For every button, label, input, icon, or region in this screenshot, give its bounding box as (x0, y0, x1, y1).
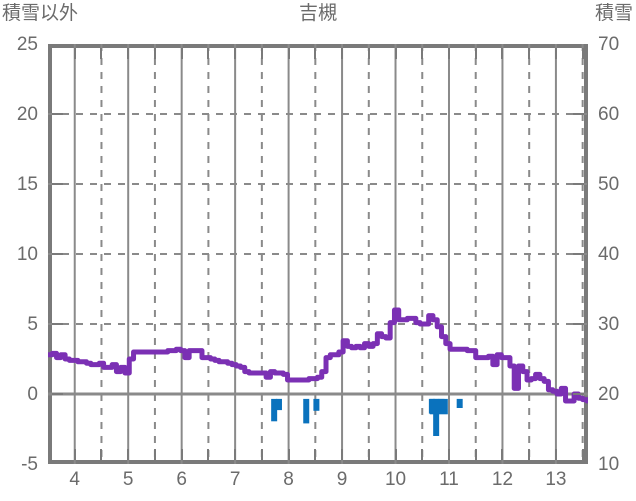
x-tick-mark-top (180, 48, 183, 59)
x-axis-tick: 7 (229, 469, 241, 490)
x-axis-tick: 5 (122, 469, 134, 490)
x-tick-mark-bottom (554, 449, 557, 460)
x-tick-mark-bottom (421, 449, 424, 460)
x-tick-mark-top (501, 48, 504, 59)
x-tick-mark-top (528, 48, 531, 59)
x-tick-mark-top (394, 48, 397, 59)
y-axis-tick-right: 20 (598, 384, 620, 405)
x-tick-mark-bottom (447, 449, 450, 460)
left-axis-title: 積雪以外 (2, 3, 79, 24)
x-tick-mark-bottom (260, 449, 263, 460)
x-tick-mark-bottom (207, 449, 210, 460)
snow-bar (433, 398, 440, 436)
snow-bar (271, 398, 278, 422)
x-tick-mark-top (554, 48, 557, 59)
temperature-line (48, 307, 588, 404)
y-tick-mark-right (573, 393, 584, 395)
y-axis-tick-right: 60 (598, 104, 620, 125)
x-tick-mark-top (421, 48, 424, 59)
y-tick-mark-right (573, 253, 584, 255)
y-axis-tick-left: 10 (16, 244, 38, 265)
snow-bar (456, 398, 463, 408)
y-tick-mark-left (52, 323, 63, 325)
x-tick-mark-bottom (474, 449, 477, 460)
x-tick-mark-top (314, 48, 317, 59)
x-tick-mark-bottom (581, 449, 584, 460)
x-tick-mark-bottom (153, 449, 156, 460)
x-tick-mark-top (234, 48, 237, 59)
x-axis-tick: 8 (283, 469, 294, 490)
x-tick-mark-bottom (501, 449, 504, 460)
x-tick-mark-top (153, 48, 156, 59)
y-axis-tick-right: 70 (598, 34, 620, 55)
x-axis-tick: 6 (176, 469, 187, 490)
y-tick-mark-left (52, 183, 63, 185)
x-tick-mark-bottom (367, 449, 370, 460)
y-tick-mark-right (573, 113, 584, 115)
y-axis-tick-left: -5 (21, 454, 38, 475)
x-axis-tick: 12 (491, 469, 514, 490)
x-axis-tick: 10 (384, 469, 407, 490)
x-tick-mark-top (474, 48, 477, 59)
x-axis-tick: 13 (545, 469, 567, 490)
y-axis-tick-right: 40 (598, 244, 620, 265)
x-tick-mark-top (127, 48, 130, 59)
y-tick-mark-left (52, 253, 63, 255)
y-axis-tick-left: 15 (16, 174, 38, 195)
x-tick-mark-bottom (73, 449, 76, 460)
y-tick-mark-left (52, 393, 63, 395)
x-axis-tick: 4 (69, 469, 80, 490)
y-axis-tick-left: 20 (16, 104, 38, 125)
x-tick-mark-top (260, 48, 263, 59)
snow-depth-bars (271, 398, 463, 436)
snow-bar (429, 398, 448, 415)
x-tick-mark-top (341, 48, 344, 59)
x-tick-mark-bottom (394, 449, 397, 460)
chart-title: 吉槻 (298, 3, 337, 24)
x-tick-mark-top (581, 48, 584, 59)
x-tick-mark-top (367, 48, 370, 59)
right-axis-title: 積雪 (594, 3, 633, 24)
y-axis-tick-left: 25 (16, 34, 38, 55)
snow-bar (303, 398, 310, 424)
y-tick-mark-right (573, 183, 584, 185)
y-axis-tick-left: 5 (27, 314, 38, 335)
y-axis-tick-right: 50 (598, 174, 620, 195)
y-tick-mark-left (52, 113, 63, 115)
snow-bar (313, 398, 320, 411)
x-tick-mark-top (100, 48, 103, 59)
y-axis-tick-left: 0 (27, 384, 38, 405)
x-tick-mark-bottom (287, 449, 290, 460)
x-tick-mark-bottom (314, 449, 317, 460)
x-tick-mark-top (287, 48, 290, 59)
non-snow-line (48, 307, 588, 404)
x-axis-tick: 11 (439, 469, 459, 490)
x-tick-mark-bottom (528, 449, 531, 460)
x-tick-mark-bottom (341, 449, 344, 460)
x-axis-tick: 9 (336, 469, 348, 490)
snow-bar (275, 398, 282, 411)
y-axis-tick-right: 30 (598, 314, 620, 335)
x-tick-mark-bottom (234, 449, 237, 460)
x-tick-mark-top (207, 48, 210, 59)
plot-canvas (48, 44, 588, 464)
x-tick-mark-top (73, 48, 76, 59)
x-tick-mark-bottom (127, 449, 130, 460)
x-tick-mark-bottom (100, 449, 103, 460)
x-tick-mark-top (447, 48, 450, 59)
y-tick-mark-right (573, 323, 584, 325)
x-tick-mark-bottom (180, 449, 183, 460)
y-axis-tick-right: 10 (598, 454, 620, 475)
